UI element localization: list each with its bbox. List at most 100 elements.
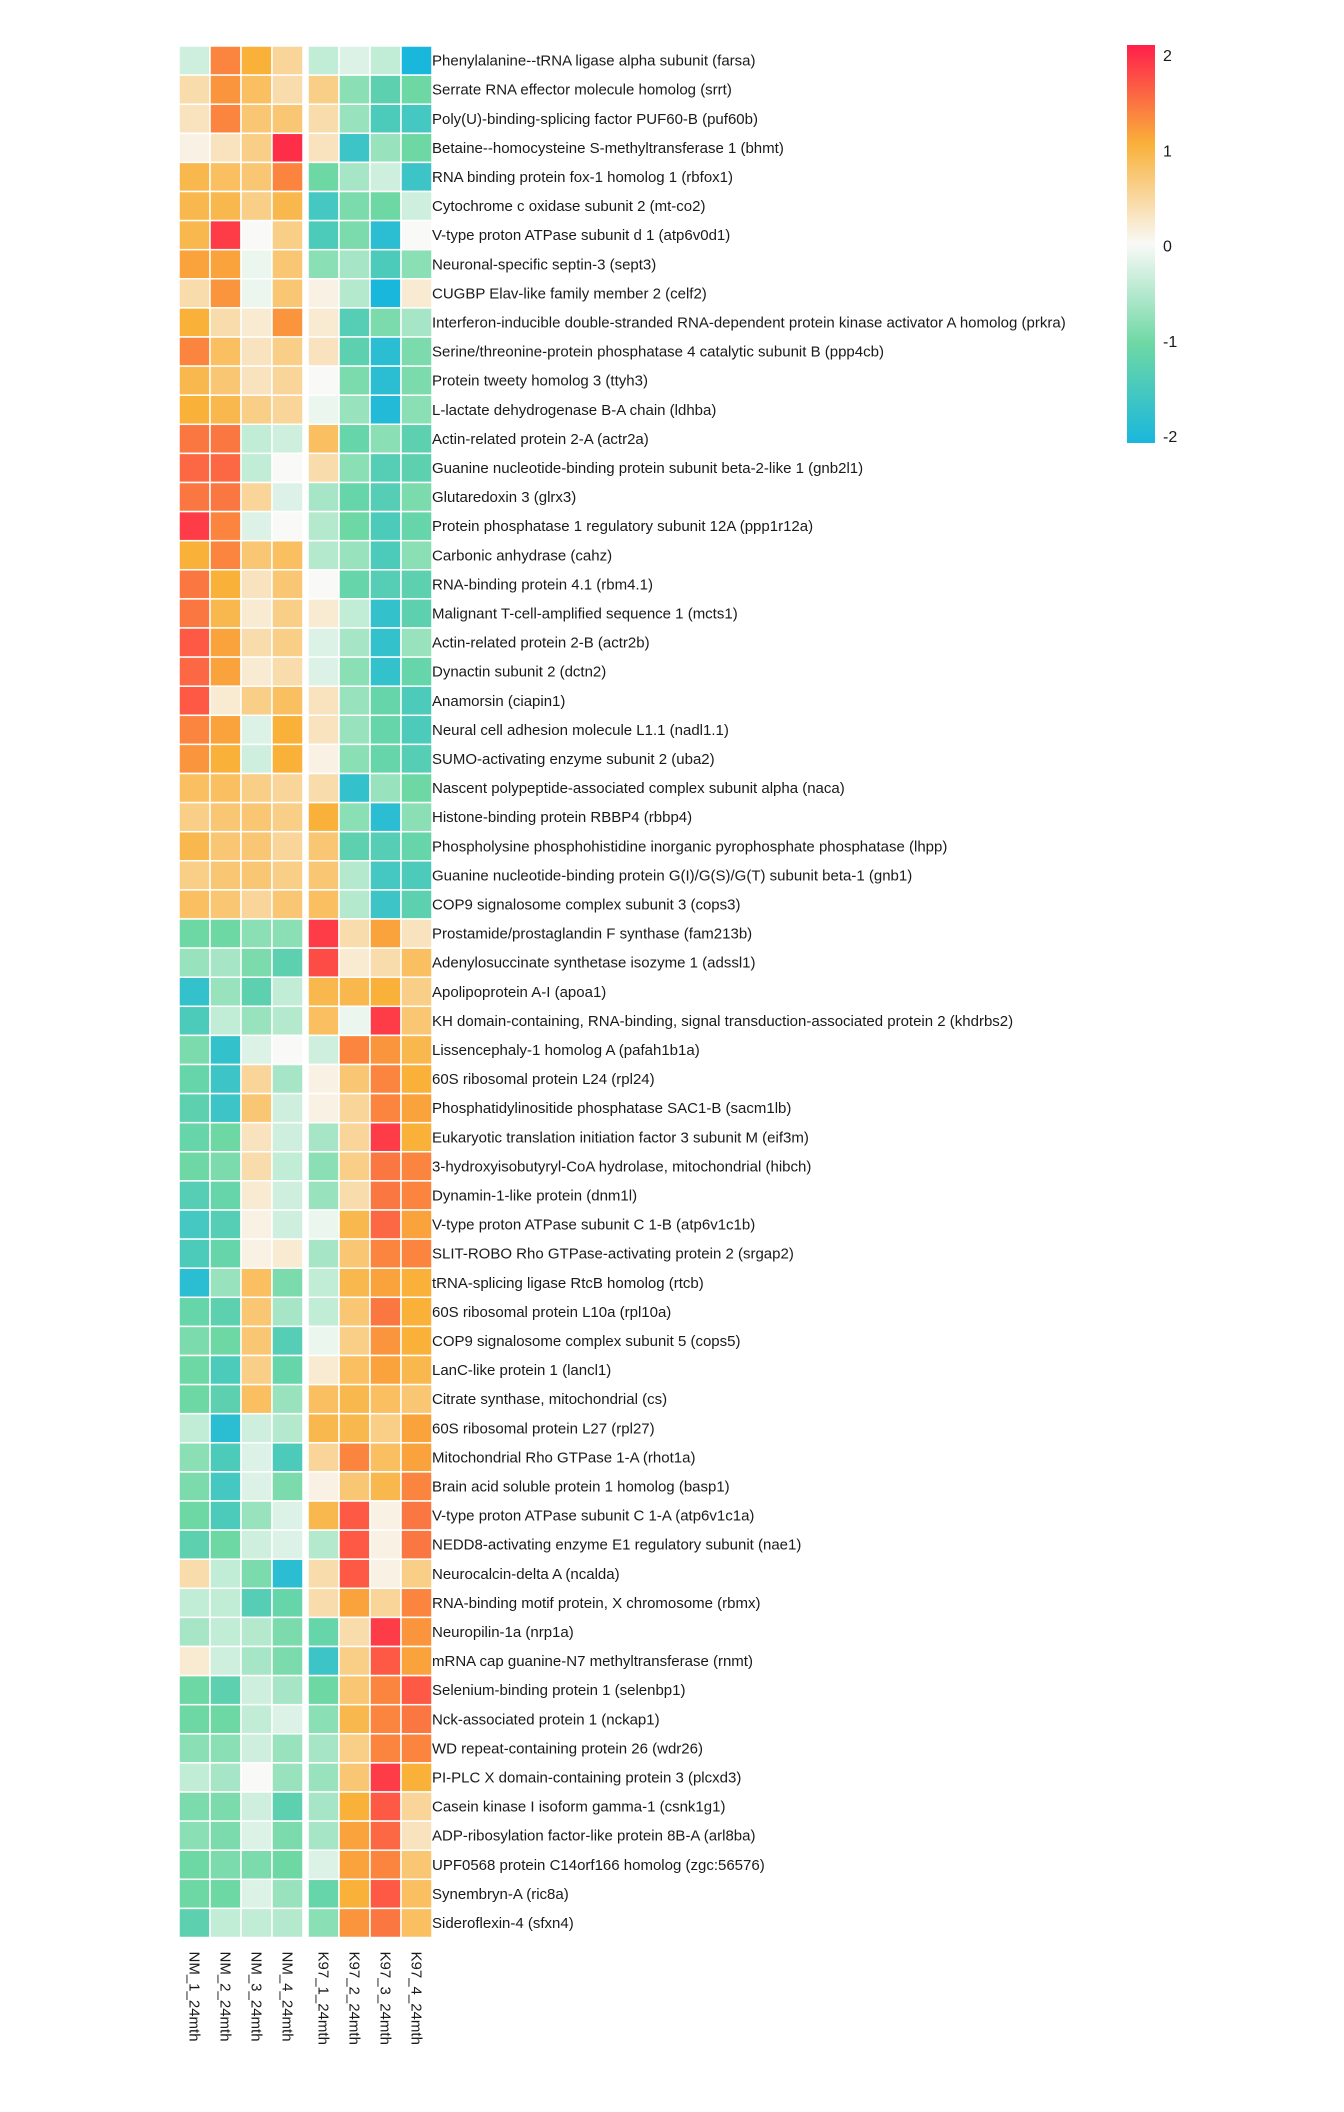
heatmap-cell bbox=[271, 1209, 304, 1240]
heatmap-cell bbox=[178, 1645, 211, 1677]
heatmap-cell bbox=[178, 1034, 211, 1066]
heatmap-cell bbox=[307, 1733, 340, 1764]
heatmap-cell bbox=[307, 714, 340, 746]
heatmap-cell bbox=[209, 1209, 242, 1240]
heatmap-cell bbox=[400, 510, 433, 542]
heatmap-cell bbox=[400, 743, 433, 775]
heatmap-cell bbox=[307, 743, 340, 775]
heatmap-cell bbox=[209, 1500, 242, 1531]
row-label: mRNA cap guanine-N7 methyltransferase (r… bbox=[432, 1653, 753, 1670]
heatmap-cell bbox=[369, 1907, 402, 1939]
heatmap-cell bbox=[400, 1267, 433, 1299]
heatmap-cell bbox=[369, 1500, 402, 1531]
heatmap-cell bbox=[338, 947, 371, 978]
heatmap-cell bbox=[178, 889, 211, 920]
heatmap-cell bbox=[369, 1674, 402, 1706]
heatmap-cell bbox=[240, 860, 273, 891]
heatmap-cell bbox=[178, 219, 211, 251]
heatmap-cell bbox=[209, 1907, 242, 1939]
heatmap-cell bbox=[178, 1121, 211, 1153]
heatmap-cell bbox=[400, 656, 433, 687]
heatmap-cell bbox=[400, 481, 433, 513]
heatmap-cell bbox=[338, 1703, 371, 1735]
row-label: CUGBP Elav-like family member 2 (celf2) bbox=[432, 285, 707, 302]
heatmap-cell bbox=[178, 1587, 211, 1619]
heatmap-cell bbox=[369, 1383, 402, 1415]
heatmap-cell bbox=[178, 1703, 211, 1735]
row-label: Apolipoprotein A-I (apoa1) bbox=[432, 984, 606, 1001]
heatmap-cell bbox=[240, 1820, 273, 1851]
heatmap-cell bbox=[240, 1558, 273, 1590]
heatmap-cell bbox=[209, 1005, 242, 1037]
row-label: Dynamin-1-like protein (dnm1l) bbox=[432, 1187, 637, 1204]
heatmap-cell bbox=[307, 394, 340, 426]
heatmap-cell bbox=[178, 801, 211, 833]
heatmap-cell bbox=[338, 627, 371, 658]
heatmap-cell bbox=[338, 394, 371, 426]
heatmap-cell bbox=[271, 1034, 304, 1066]
heatmap-cell bbox=[307, 1412, 340, 1444]
heatmap-cell bbox=[240, 1180, 273, 1211]
heatmap-cell bbox=[338, 45, 371, 76]
heatmap-cell bbox=[271, 1412, 304, 1444]
heatmap-cell bbox=[209, 1558, 242, 1590]
heatmap-cell bbox=[271, 1180, 304, 1211]
column-label: K97_3_24mth bbox=[377, 1952, 394, 2045]
heatmap-cell bbox=[271, 1500, 304, 1531]
row-label: Phospholysine phosphohistidine inorganic… bbox=[432, 838, 947, 855]
row-label: Malignant T-cell-amplified sequence 1 (m… bbox=[432, 605, 738, 622]
heatmap-cell bbox=[178, 1238, 211, 1269]
heatmap-cell bbox=[369, 365, 402, 396]
heatmap-cell bbox=[338, 1645, 371, 1677]
heatmap-cell bbox=[338, 685, 371, 717]
heatmap-cell bbox=[178, 685, 211, 717]
heatmap-cell bbox=[369, 918, 402, 949]
heatmap-cell bbox=[307, 365, 340, 396]
heatmap-cell bbox=[209, 1820, 242, 1851]
heatmap-cell bbox=[271, 278, 304, 309]
heatmap-cell bbox=[338, 336, 371, 367]
heatmap-cell bbox=[271, 1005, 304, 1037]
heatmap-cell bbox=[271, 161, 304, 193]
heatmap-cell bbox=[338, 1180, 371, 1211]
heatmap-cell bbox=[209, 598, 242, 629]
heatmap-cell bbox=[240, 161, 273, 193]
heatmap-cell bbox=[400, 74, 433, 105]
heatmap-cell bbox=[400, 1820, 433, 1851]
row-label: Selenium-binding protein 1 (selenbp1) bbox=[432, 1682, 686, 1699]
heatmap-cell bbox=[400, 1471, 433, 1502]
heatmap-cell bbox=[178, 976, 211, 1008]
heatmap-cell bbox=[271, 423, 304, 455]
heatmap-cell bbox=[209, 830, 242, 862]
heatmap-cell bbox=[369, 394, 402, 426]
heatmap-cell bbox=[240, 103, 273, 135]
heatmap-cell bbox=[369, 801, 402, 833]
heatmap-cell bbox=[400, 1325, 433, 1357]
heatmap-cell bbox=[209, 1151, 242, 1182]
heatmap-cell bbox=[307, 132, 340, 164]
heatmap-cell bbox=[338, 598, 371, 629]
heatmap-cell bbox=[369, 1878, 402, 1910]
heatmap-cell bbox=[271, 1296, 304, 1328]
heatmap-cell bbox=[338, 1907, 371, 1939]
heatmap-cell bbox=[209, 860, 242, 891]
column-labels: NM_1_24mth NM_2_24mth NM_3_24mth NM_4_24mth… bbox=[186, 1952, 425, 2045]
heatmap-cell bbox=[209, 365, 242, 396]
row-label: Nascent polypeptide-associated complex s… bbox=[432, 780, 845, 797]
heatmap-cell bbox=[271, 1063, 304, 1095]
row-label: Neuronal-specific septin-3 (sept3) bbox=[432, 256, 656, 273]
heatmap-cell bbox=[369, 161, 402, 193]
row-label: Dynactin subunit 2 (dctn2) bbox=[432, 664, 606, 681]
heatmap-cell bbox=[369, 74, 402, 105]
heatmap-cell bbox=[271, 801, 304, 833]
heatmap-cell bbox=[240, 45, 273, 76]
heatmap-cell bbox=[400, 976, 433, 1008]
heatmap-cell bbox=[209, 1121, 242, 1153]
heatmap-cell bbox=[209, 685, 242, 717]
heatmap-cell bbox=[338, 1558, 371, 1590]
column-label: NM_2_24mth bbox=[217, 1952, 234, 2042]
heatmap-cell bbox=[369, 714, 402, 746]
heatmap-cell bbox=[178, 1180, 211, 1211]
heatmap-cell bbox=[369, 1849, 402, 1881]
heatmap-cell bbox=[178, 510, 211, 542]
